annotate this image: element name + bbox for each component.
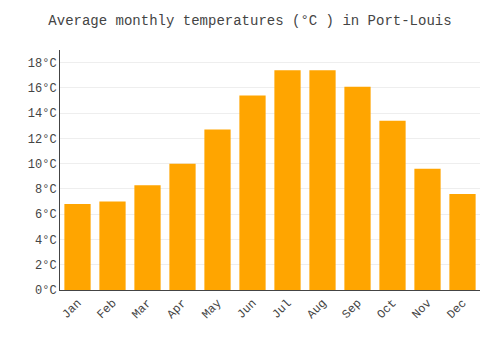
svg-text:Jan: Jan <box>59 297 84 322</box>
svg-text:Dec: Dec <box>444 297 469 322</box>
svg-text:Average monthly temperatures (: Average monthly temperatures (°C ) in Po… <box>48 13 451 29</box>
svg-text:Aug: Aug <box>304 297 329 322</box>
svg-text:4°C: 4°C <box>35 234 57 248</box>
svg-text:Feb: Feb <box>94 297 119 322</box>
svg-text:12°C: 12°C <box>28 133 57 147</box>
svg-text:8°C: 8°C <box>35 183 57 197</box>
svg-text:Jul: Jul <box>269 297 294 322</box>
svg-text:18°C: 18°C <box>28 57 57 71</box>
svg-text:10°C: 10°C <box>28 158 57 172</box>
svg-text:0°C: 0°C <box>35 284 57 298</box>
svg-text:14°C: 14°C <box>28 107 57 121</box>
svg-text:Nov: Nov <box>409 297 434 322</box>
svg-text:May: May <box>199 297 224 322</box>
svg-text:2°C: 2°C <box>35 259 57 273</box>
svg-text:6°C: 6°C <box>35 208 57 222</box>
svg-text:Apr: Apr <box>164 297 189 322</box>
svg-text:Oct: Oct <box>374 297 399 322</box>
svg-text:Sep: Sep <box>339 297 364 322</box>
svg-text:Jun: Jun <box>234 297 259 322</box>
svg-text:16°C: 16°C <box>28 82 57 96</box>
svg-text:Mar: Mar <box>129 297 154 322</box>
